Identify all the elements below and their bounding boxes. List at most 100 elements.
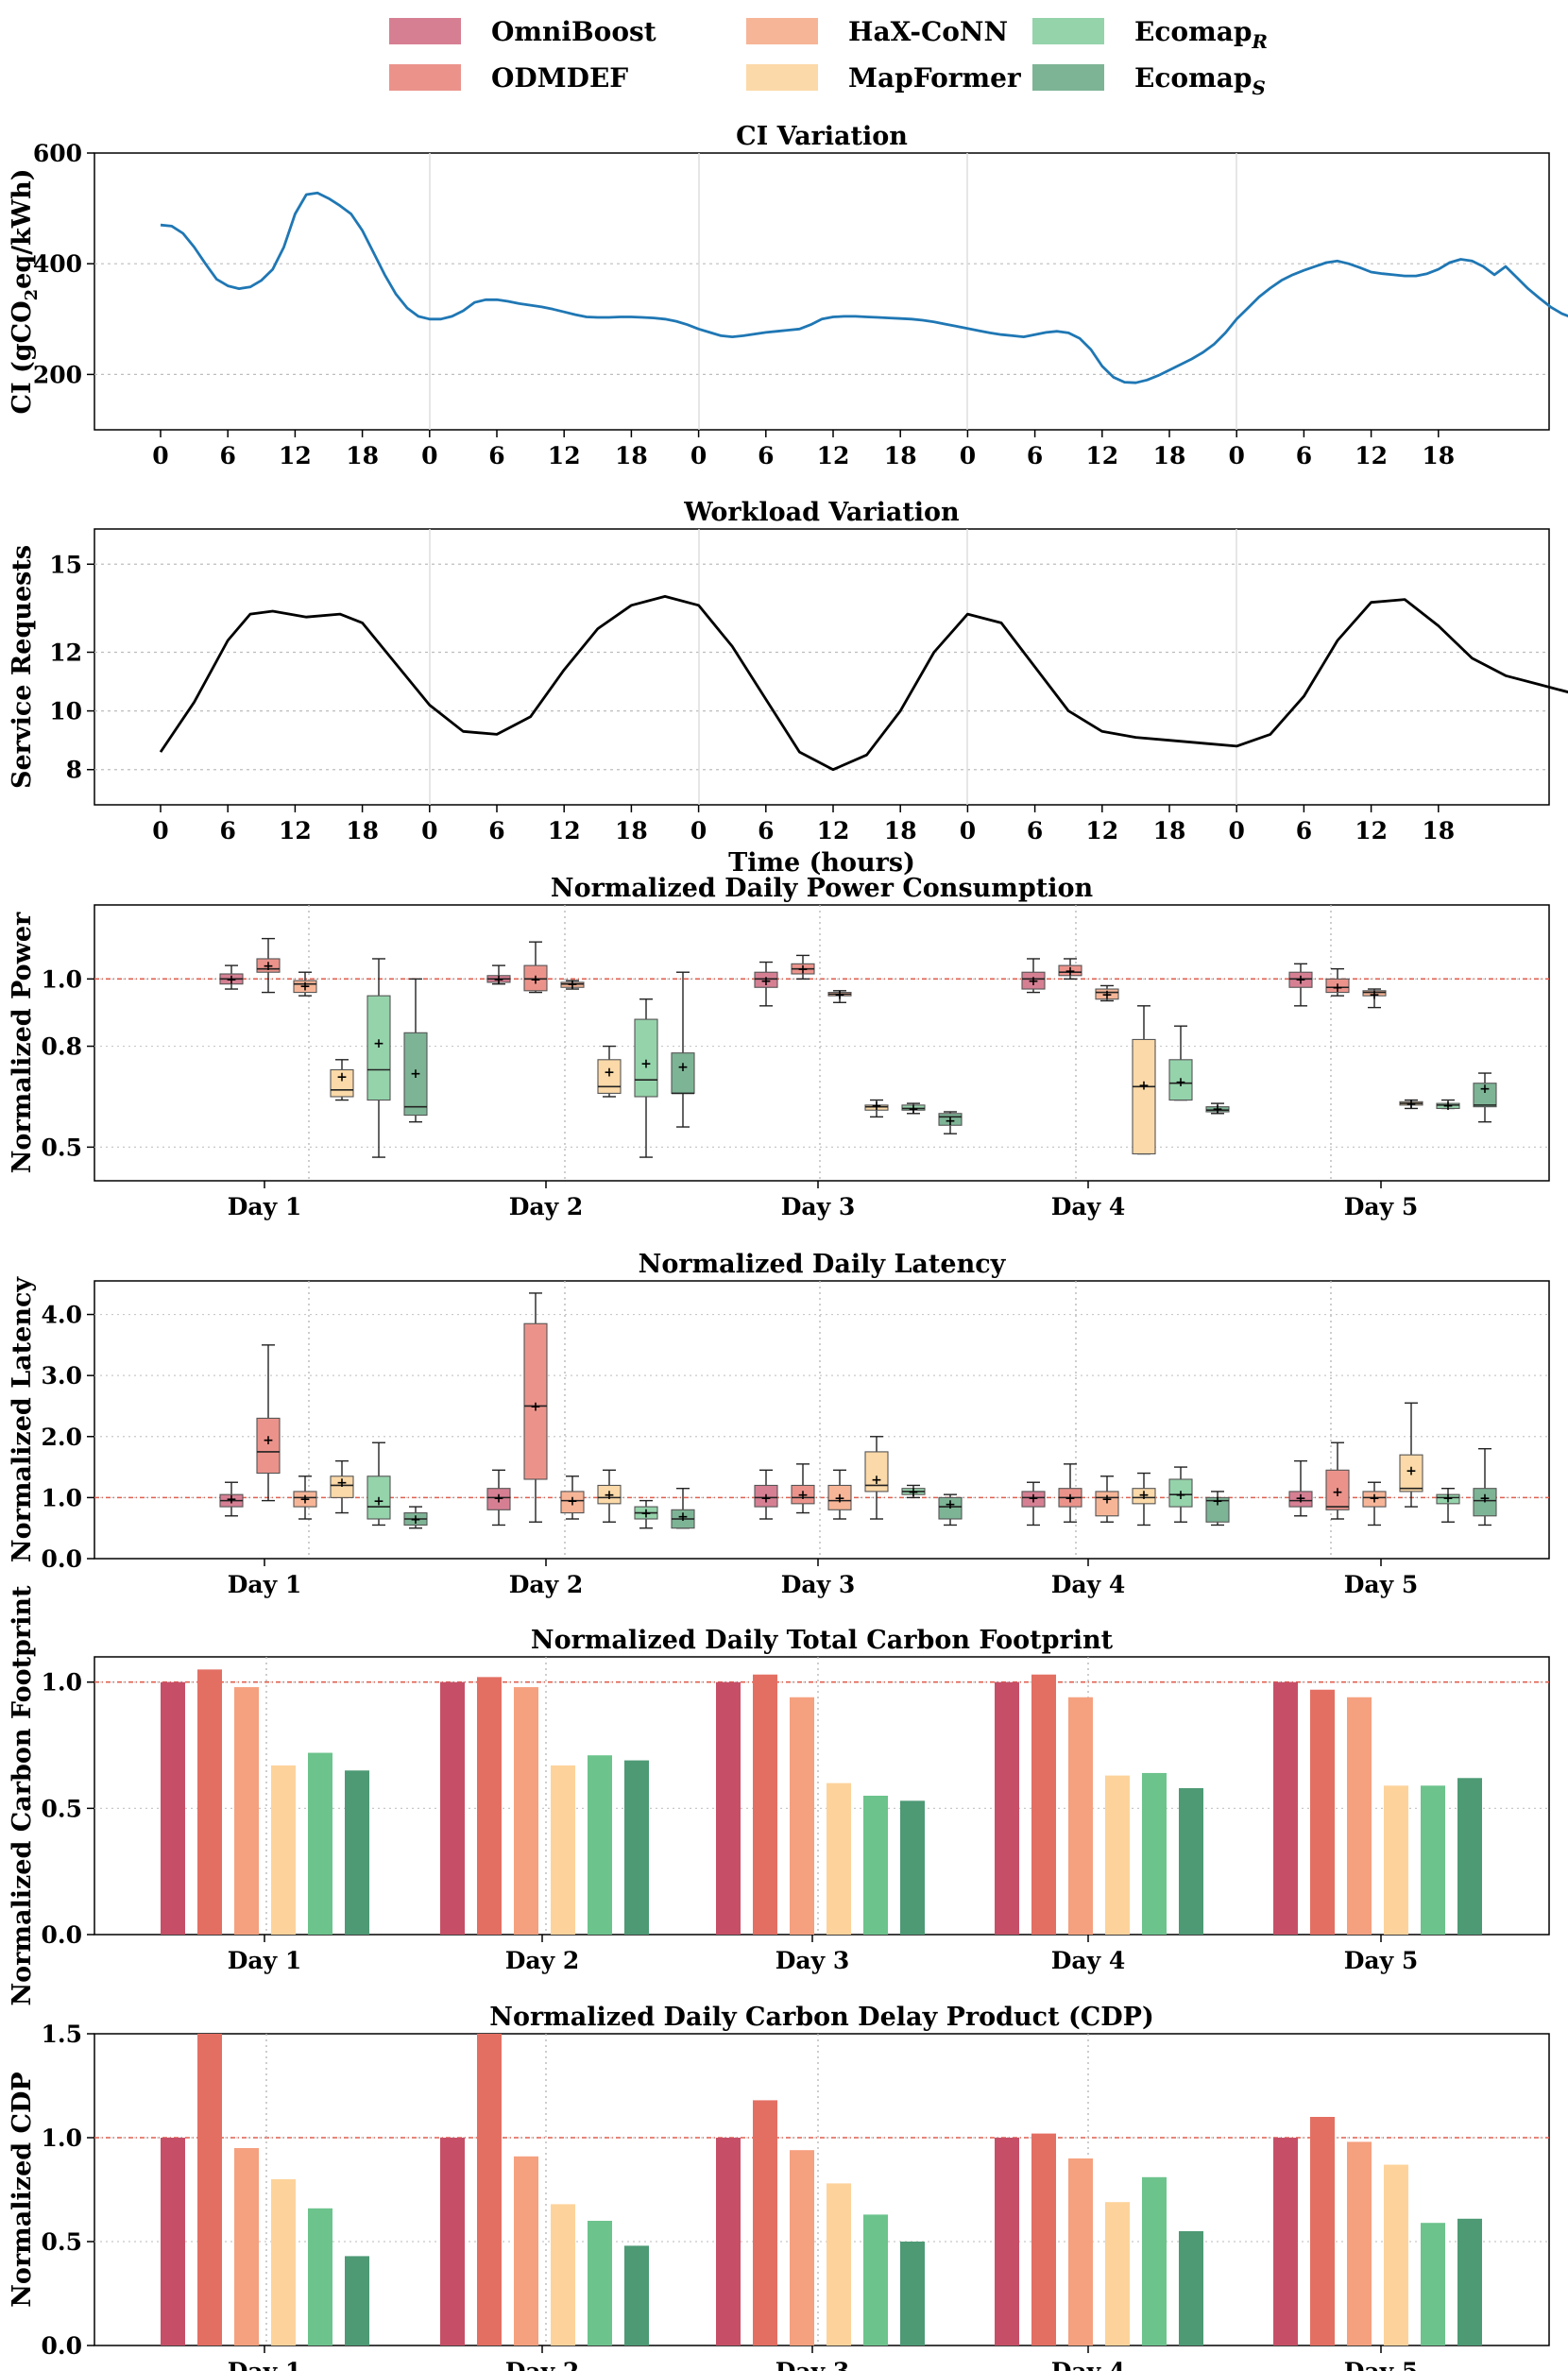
box-iqr [1436, 1493, 1460, 1505]
box-iqr [523, 964, 548, 992]
box-iqr [901, 1104, 926, 1111]
bar-ecomap-s-day-1 [345, 1770, 369, 1935]
legend-swatch-ecomap-r [1032, 18, 1104, 44]
bar-mapformer-day-3 [827, 2183, 851, 2345]
box-odmdef-day-3: + [791, 954, 815, 981]
bar-mapformer-day-2 [551, 1765, 575, 1935]
plot-frame [94, 1656, 1550, 1936]
x-tick-label: 12 [548, 442, 581, 469]
x-tick-label: 18 [884, 442, 917, 469]
box-iqr [523, 1322, 548, 1480]
x-tick-label: 12 [817, 442, 850, 469]
x-tick-label-day-4: Day 4 [1051, 1947, 1126, 1974]
x-tick-label: 12 [1085, 442, 1118, 469]
box-iqr [864, 1104, 889, 1111]
mean-marker: + [299, 1493, 311, 1508]
box-ecomap-s-day-3: + [938, 1111, 963, 1134]
x-axis-label: Time (hours) [728, 848, 915, 878]
box-iqr [938, 1496, 963, 1520]
box-odmdef-day-4: + [1058, 1463, 1082, 1523]
mean-marker: + [1332, 981, 1343, 996]
mean-marker: + [760, 974, 772, 989]
box-mapformer-day-1: + [330, 1059, 354, 1101]
bar-mapformer-day-1 [271, 1765, 296, 1935]
y-tick-label: 1.0 [42, 965, 83, 993]
bar-ecomap-r-day-5 [1421, 2223, 1445, 2345]
box-iqr [1205, 1106, 1230, 1113]
y-axis-label: Normalized Latency [8, 1276, 37, 1562]
box-hax-conn-day-5: + [1362, 987, 1387, 1009]
y-tick-label: 15 [49, 551, 82, 578]
y-axis-label: Normalized CDP [8, 2072, 37, 2308]
x-tick-label: 12 [279, 442, 312, 469]
bar-mapformer-day-3 [827, 1783, 851, 1935]
box-iqr [634, 1018, 658, 1098]
mean-marker: + [1406, 1463, 1417, 1478]
bar-ecomap-s-day-4 [1179, 1787, 1203, 1935]
box-iqr [597, 1484, 622, 1505]
x-tick-label: 6 [219, 817, 235, 844]
mean-marker: + [871, 1099, 882, 1114]
x-tick-label: 6 [758, 442, 774, 469]
box-iqr [597, 1059, 622, 1094]
x-tick-label: 18 [1422, 442, 1455, 469]
y-tick-label: 12 [49, 639, 82, 666]
x-tick-label-day-5: Day 5 [1344, 1947, 1419, 1974]
plot-frame [94, 904, 1550, 1182]
x-tick-label: 0 [690, 817, 707, 844]
x-tick-label-day-4: Day 4 [1051, 1193, 1126, 1220]
x-tick-label: 18 [615, 817, 648, 844]
x-tick-label-day-5: Day 5 [1344, 2358, 1419, 2371]
mean-marker: + [1138, 1079, 1150, 1094]
series-line [159, 595, 1568, 772]
mean-marker: + [1369, 987, 1380, 1002]
bar-odmdef-day-1 [197, 1669, 222, 1935]
legend-swatch-ecomap-s [1032, 64, 1104, 91]
mean-marker: + [1175, 1075, 1186, 1090]
x-tick-label-day-2: Day 2 [509, 1571, 584, 1598]
mean-marker: + [908, 1485, 919, 1500]
legend-label-omniboost: OmniBoost [491, 16, 656, 47]
box-ecomap-r-day-3: + [901, 1101, 926, 1117]
box-mapformer-day-2: + [597, 1469, 622, 1523]
bar-odmdef-day-5 [1310, 1689, 1335, 1935]
x-tick-label: 18 [615, 442, 648, 469]
bar-hax-conn-day-4 [1068, 2158, 1093, 2345]
legend-label-mapformer: MapFormer [848, 62, 1022, 94]
bar-ecomap-r-day-4 [1142, 2176, 1167, 2345]
box-ecomap-r-day-5: + [1436, 1099, 1460, 1114]
bar-ecomap-s-day-2 [624, 2245, 649, 2345]
mean-marker: + [1295, 1491, 1306, 1506]
mean-marker: + [1212, 1101, 1223, 1117]
cdp-chart: Normalized Daily Carbon Delay Product (C… [8, 2003, 1550, 2371]
box-iqr [1288, 971, 1313, 988]
bar-hax-conn-day-3 [790, 1697, 814, 1935]
mean-marker: + [1065, 1491, 1076, 1506]
box-ecomap-s-day-4: + [1205, 1491, 1230, 1527]
y-tick-label: 0.0 [42, 1921, 83, 1949]
box-iqr [1473, 1083, 1497, 1108]
bar-omniboost-day-2 [440, 1681, 465, 1935]
legend-swatch-omniboost [389, 18, 461, 44]
plot-frame [94, 1280, 1550, 1560]
x-tick-label: 0 [421, 442, 437, 469]
bar-mapformer-day-2 [551, 2204, 575, 2345]
box-odmdef-day-2: + [523, 941, 548, 994]
box-ecomap-r-day-4: + [1168, 1025, 1193, 1101]
x-tick-label: 6 [1027, 817, 1043, 844]
box-iqr [1362, 990, 1387, 997]
box-iqr [1021, 1491, 1046, 1508]
bar-mapformer-day-5 [1384, 1785, 1408, 1935]
x-tick-label: 18 [1153, 442, 1186, 469]
x-tick-label-day-5: Day 5 [1344, 1571, 1419, 1598]
x-tick-label-day-3: Day 3 [775, 2358, 850, 2371]
bar-omniboost-day-3 [716, 2138, 741, 2345]
bar-ecomap-r-day-2 [588, 2221, 612, 2345]
mean-marker: + [299, 979, 311, 994]
mean-marker: + [604, 1065, 615, 1080]
box-iqr [486, 1488, 511, 1510]
bar-ecomap-r-day-2 [588, 1755, 612, 1935]
legend-label-hax-conn: HaX-CoNN [848, 16, 1008, 47]
